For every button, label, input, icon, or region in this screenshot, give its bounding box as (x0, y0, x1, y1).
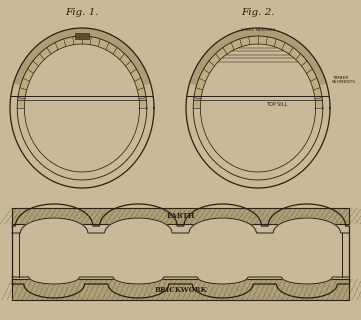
Text: BRICKWORK: BRICKWORK (154, 285, 207, 293)
Polygon shape (193, 36, 323, 108)
Polygon shape (10, 28, 154, 188)
Bar (12, 279, 349, 300)
Text: TOP SILL: TOP SILL (266, 102, 287, 107)
Polygon shape (12, 218, 349, 284)
Polygon shape (13, 28, 151, 86)
Polygon shape (12, 204, 349, 298)
Text: Fig. 1.: Fig. 1. (65, 8, 99, 17)
Polygon shape (17, 36, 147, 108)
Polygon shape (186, 28, 330, 188)
Bar (75, 33, 89, 39)
Polygon shape (190, 28, 326, 86)
Bar (12, 208, 349, 224)
Text: EARTH: EARTH (166, 212, 195, 220)
Text: STEEL NEEDLES: STEEL NEEDLES (241, 28, 275, 32)
Text: Fig. 2.: Fig. 2. (241, 8, 275, 17)
Text: TIMBER
SEGMENTS: TIMBER SEGMENTS (332, 76, 356, 84)
